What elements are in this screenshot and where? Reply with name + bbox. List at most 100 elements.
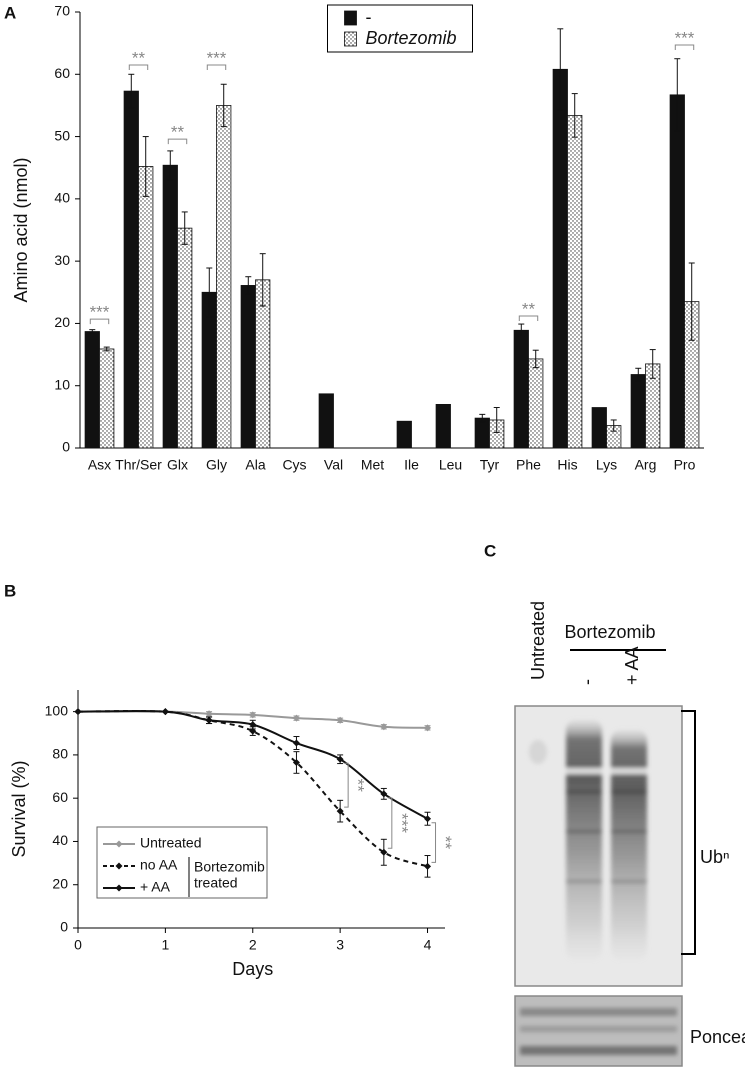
legend-marker bbox=[115, 884, 123, 892]
bar bbox=[138, 166, 154, 449]
significance-label: *** bbox=[392, 813, 411, 833]
x-tick-label: Tyr bbox=[480, 457, 500, 473]
error-bar bbox=[635, 367, 642, 382]
error-bar bbox=[518, 323, 525, 338]
bar bbox=[318, 393, 334, 449]
x-tick-label: Lys bbox=[596, 457, 617, 473]
y-axis-label: Survival (%) bbox=[9, 760, 29, 857]
loading-label: Ponceau bbox=[690, 1027, 745, 1047]
bar bbox=[513, 329, 529, 449]
y-tick-label: 50 bbox=[54, 127, 70, 143]
x-tick-label: Phe bbox=[516, 457, 541, 473]
x-tick-label: Glx bbox=[167, 457, 188, 473]
bar bbox=[396, 420, 412, 449]
legend-label: no AA bbox=[140, 857, 178, 873]
significance-label: ** bbox=[522, 299, 536, 318]
significance-label: *** bbox=[207, 48, 227, 67]
panel-label: C bbox=[484, 541, 496, 560]
significance-label: *** bbox=[90, 303, 110, 322]
data-point bbox=[380, 790, 388, 798]
error-bar bbox=[245, 276, 252, 295]
x-tick-label: Gly bbox=[206, 457, 227, 473]
data-point bbox=[380, 723, 388, 731]
significance-label: ** bbox=[436, 836, 455, 850]
y-tick-label: 40 bbox=[54, 190, 70, 206]
significance-bracket bbox=[167, 138, 188, 145]
legend-box bbox=[96, 826, 268, 899]
x-tick-label: Leu bbox=[439, 457, 462, 473]
x-tick-label: 2 bbox=[249, 937, 257, 953]
legend-label: Untreated bbox=[140, 835, 201, 851]
x-tick-label: Met bbox=[361, 457, 384, 473]
error-bar bbox=[206, 267, 213, 318]
bar bbox=[552, 68, 568, 449]
error-bar bbox=[103, 346, 110, 352]
bar bbox=[567, 114, 583, 449]
y-tick-label: 80 bbox=[52, 746, 68, 762]
data-point bbox=[249, 721, 257, 729]
blot-smears bbox=[529, 720, 647, 960]
data-point bbox=[424, 724, 432, 732]
data-point bbox=[424, 862, 432, 870]
error-bar bbox=[142, 136, 149, 197]
legend-swatch bbox=[344, 10, 357, 26]
x-tick-label: 0 bbox=[74, 937, 82, 953]
error-bar bbox=[167, 150, 174, 181]
error-bar bbox=[181, 211, 188, 245]
data-point bbox=[205, 716, 213, 724]
legend-label: + AA bbox=[140, 879, 171, 895]
data-point bbox=[336, 807, 344, 815]
error-bar bbox=[259, 253, 266, 307]
series-line bbox=[77, 710, 428, 868]
error-bar bbox=[649, 349, 656, 379]
error-bar bbox=[128, 73, 135, 109]
bar bbox=[630, 374, 646, 449]
y-tick-label: 10 bbox=[54, 376, 70, 392]
data-point bbox=[336, 716, 344, 724]
data-point bbox=[380, 848, 388, 856]
x-tick-label: 1 bbox=[161, 937, 169, 953]
error-bar bbox=[688, 262, 695, 341]
data-point bbox=[74, 708, 82, 716]
y-tick-label: 30 bbox=[54, 252, 70, 268]
panel-label: B bbox=[4, 581, 16, 600]
data-point bbox=[424, 815, 432, 823]
y-tick-label: 60 bbox=[54, 65, 70, 81]
legend-group-label: treated bbox=[194, 875, 238, 891]
legend-swatch bbox=[344, 31, 357, 47]
bar bbox=[84, 331, 100, 449]
x-tick-label: His bbox=[557, 457, 577, 473]
bar bbox=[435, 403, 451, 449]
bar bbox=[474, 417, 490, 449]
error-bar bbox=[532, 349, 539, 369]
bracket bbox=[681, 710, 696, 955]
significance-bracket bbox=[674, 44, 695, 51]
significance-bracket bbox=[206, 64, 227, 70]
significance-bracket bbox=[128, 64, 149, 70]
error-bar bbox=[493, 407, 500, 433]
error-bar bbox=[557, 28, 564, 111]
legend-label: - bbox=[366, 7, 372, 27]
data-point bbox=[161, 708, 169, 716]
data-point bbox=[292, 714, 300, 722]
data-point bbox=[205, 710, 213, 718]
legend-group-label: Bortezomib bbox=[194, 859, 265, 875]
significance-bracket bbox=[518, 315, 539, 321]
y-tick-label: 20 bbox=[54, 314, 70, 330]
y-tick-label: 100 bbox=[45, 702, 69, 718]
bracket-label: Ubⁿ bbox=[700, 847, 730, 867]
x-tick-label: Val bbox=[324, 457, 343, 473]
significance-label: ** bbox=[171, 123, 185, 142]
data-point bbox=[249, 711, 257, 719]
blot-panel: Untreated Bortezomib - + AA Ubⁿ Ponceau bbox=[514, 601, 745, 1067]
error-bar bbox=[610, 419, 617, 432]
significance-bracket bbox=[387, 797, 393, 849]
bar bbox=[162, 164, 178, 449]
data-point bbox=[336, 755, 344, 763]
bar bbox=[216, 105, 232, 449]
group-label: Bortezomib bbox=[564, 622, 655, 642]
x-tick-label: Ile bbox=[404, 457, 419, 473]
y-tick-label: 40 bbox=[52, 832, 68, 848]
